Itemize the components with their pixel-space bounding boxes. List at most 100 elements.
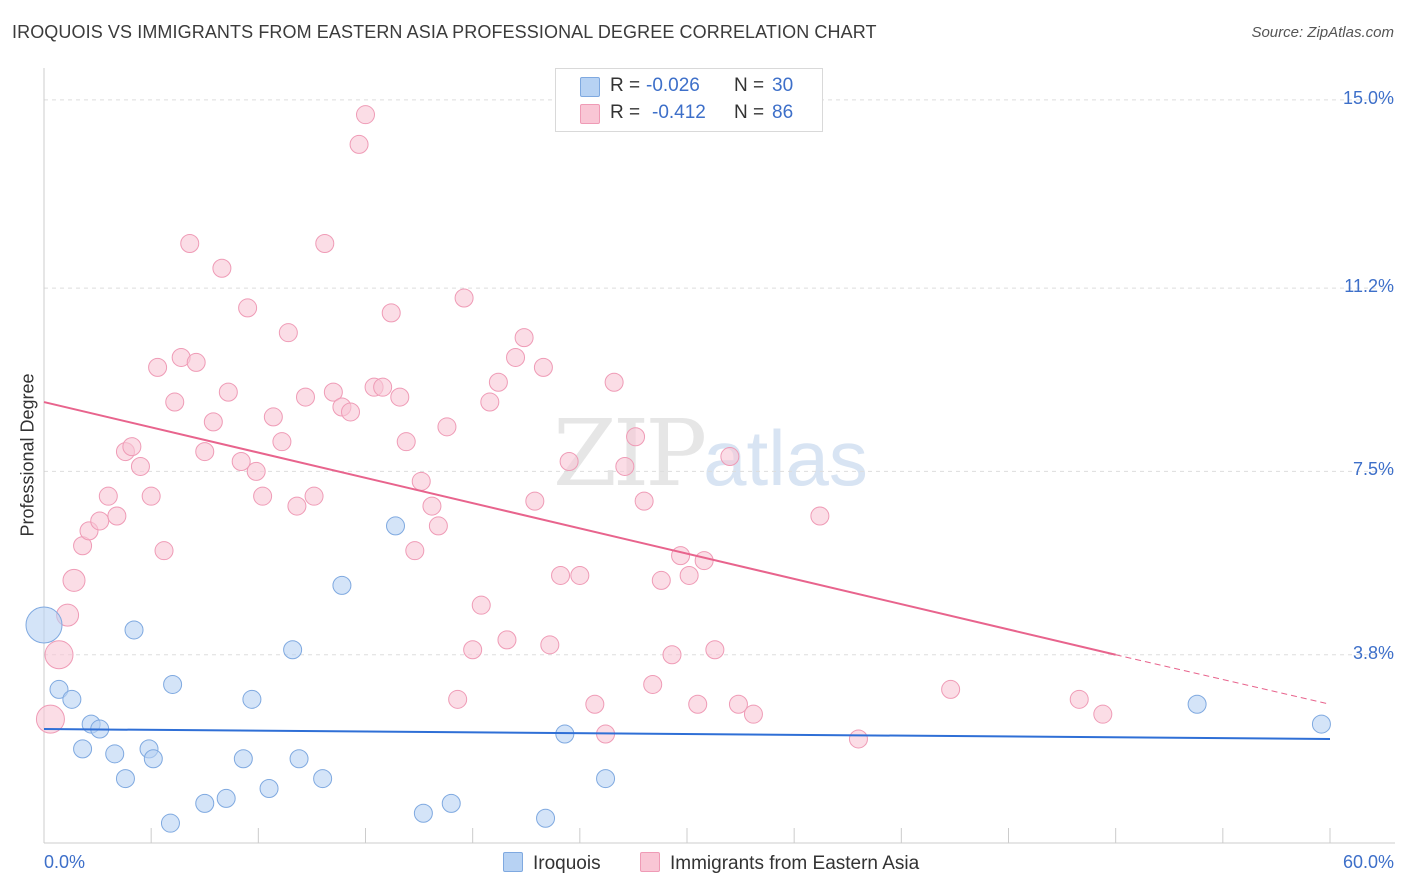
legend-n-label: N = — [734, 102, 765, 123]
eastern-asia-point — [437, 417, 457, 437]
legend-swatch-eastern-asia — [580, 104, 600, 124]
iroquois-point — [332, 575, 352, 595]
watermark: ZIPatlas — [553, 400, 868, 507]
eastern-asia-point — [1069, 689, 1089, 709]
eastern-asia-point — [62, 568, 86, 592]
bottom-legend-swatch-iroquois — [503, 852, 523, 872]
iroquois-point — [62, 689, 82, 709]
eastern-asia-point — [428, 516, 448, 536]
eastern-asia-point — [705, 640, 725, 660]
eastern-asia-point — [480, 392, 500, 412]
eastern-asia-point — [626, 427, 646, 447]
eastern-asia-point — [165, 392, 185, 412]
bottom-legend-label-eastern-asia: Immigrants from Eastern Asia — [670, 853, 920, 874]
eastern-asia-point — [253, 486, 273, 506]
eastern-asia-point — [154, 541, 174, 561]
iroquois-point — [1311, 714, 1331, 734]
eastern-asia-point — [471, 595, 491, 615]
eastern-asia-point — [743, 704, 763, 724]
eastern-asia-point — [238, 298, 258, 318]
eastern-asia-point — [287, 496, 307, 516]
eastern-asia-point — [533, 357, 553, 377]
legend-r-label: R = — [610, 102, 641, 123]
legend-n-value: 30 — [772, 75, 794, 96]
y-tick-label: 15.0% — [1342, 87, 1394, 108]
eastern-asia-point — [694, 551, 714, 571]
eastern-asia-point — [98, 486, 118, 506]
iroquois-point — [49, 679, 69, 699]
iroquois-point — [259, 779, 279, 798]
eastern-asia-point — [218, 382, 238, 402]
watermark-zip: ZIP — [553, 400, 707, 507]
eastern-asia-point — [688, 694, 708, 714]
eastern-asia-point — [44, 640, 74, 670]
y-tick-label: 3.8% — [1352, 642, 1394, 663]
iroquois-point — [105, 744, 125, 764]
eastern-asia-point — [671, 546, 691, 566]
y-axis-label: Professional Degree — [17, 373, 38, 537]
eastern-asia-point — [525, 491, 545, 511]
eastern-asia-point — [231, 452, 251, 471]
eastern-asia-point — [540, 635, 560, 655]
eastern-asia-point — [570, 565, 590, 585]
eastern-asia-point — [497, 630, 517, 650]
iroquois-point — [163, 674, 183, 694]
eastern-asia-point — [246, 461, 266, 481]
iroquois-point — [216, 788, 236, 808]
eastern-asia-point — [278, 323, 298, 343]
iroquois-point — [73, 739, 93, 759]
eastern-asia-trend-line — [43, 401, 1116, 656]
eastern-asia-point — [141, 486, 161, 506]
chart-title: IROQUOIS VS IMMIGRANTS FROM EASTERN ASIA… — [12, 22, 877, 42]
iroquois-point — [413, 803, 433, 823]
eastern-asia-point — [90, 511, 110, 531]
eastern-asia-point — [643, 674, 663, 694]
eastern-asia-point — [615, 456, 635, 476]
eastern-asia-point — [35, 704, 65, 734]
eastern-asia-point — [405, 541, 425, 561]
eastern-asia-point — [448, 689, 468, 709]
eastern-asia-point — [304, 486, 324, 506]
iroquois-point — [233, 749, 253, 769]
legend-n-label: N = — [734, 75, 765, 96]
eastern-asia-point — [349, 134, 369, 154]
eastern-asia-point — [1093, 704, 1113, 724]
iroquois-point — [313, 769, 333, 789]
eastern-asia-point — [651, 570, 671, 590]
eastern-asia-point — [356, 105, 375, 125]
eastern-asia-point — [662, 645, 682, 665]
eastern-asia-point — [295, 387, 315, 407]
iroquois-point — [242, 689, 262, 709]
eastern-asia-point — [411, 471, 431, 491]
eastern-asia-point — [720, 447, 740, 467]
iroquois-trend-line — [43, 728, 1331, 740]
eastern-asia-point — [941, 679, 961, 699]
eastern-asia-point — [122, 437, 142, 457]
iroquois-point — [596, 769, 616, 789]
iroquois-point — [115, 769, 135, 789]
iroquois-point — [160, 813, 180, 833]
eastern-asia-point — [390, 387, 410, 407]
bottom-legend-iroquois: Iroquois — [503, 852, 601, 875]
eastern-asia-point — [585, 694, 605, 714]
eastern-asia-point — [463, 640, 483, 660]
eastern-asia-point — [679, 565, 699, 585]
eastern-asia-point — [323, 382, 343, 402]
eastern-asia-point — [848, 729, 868, 749]
eastern-asia-point — [634, 491, 654, 511]
iroquois-point — [283, 640, 303, 660]
bottom-legend-swatch-eastern-asia — [640, 852, 660, 872]
legend-r-label: R = — [610, 75, 641, 96]
y-tick-label: 11.2% — [1344, 276, 1394, 297]
eastern-asia-point — [195, 442, 215, 462]
x-tick-min: 0.0% — [44, 852, 86, 872]
source-label: Source: ZipAtlas.com — [1251, 24, 1394, 41]
x-tick-max: 60.0% — [1342, 852, 1394, 872]
eastern-asia-point — [506, 347, 526, 367]
iroquois-point — [124, 620, 144, 640]
legend-r-value: -0.026 — [646, 75, 700, 96]
eastern-asia-point — [130, 456, 150, 476]
eastern-asia-point — [551, 565, 571, 585]
eastern-asia-point — [272, 432, 292, 452]
